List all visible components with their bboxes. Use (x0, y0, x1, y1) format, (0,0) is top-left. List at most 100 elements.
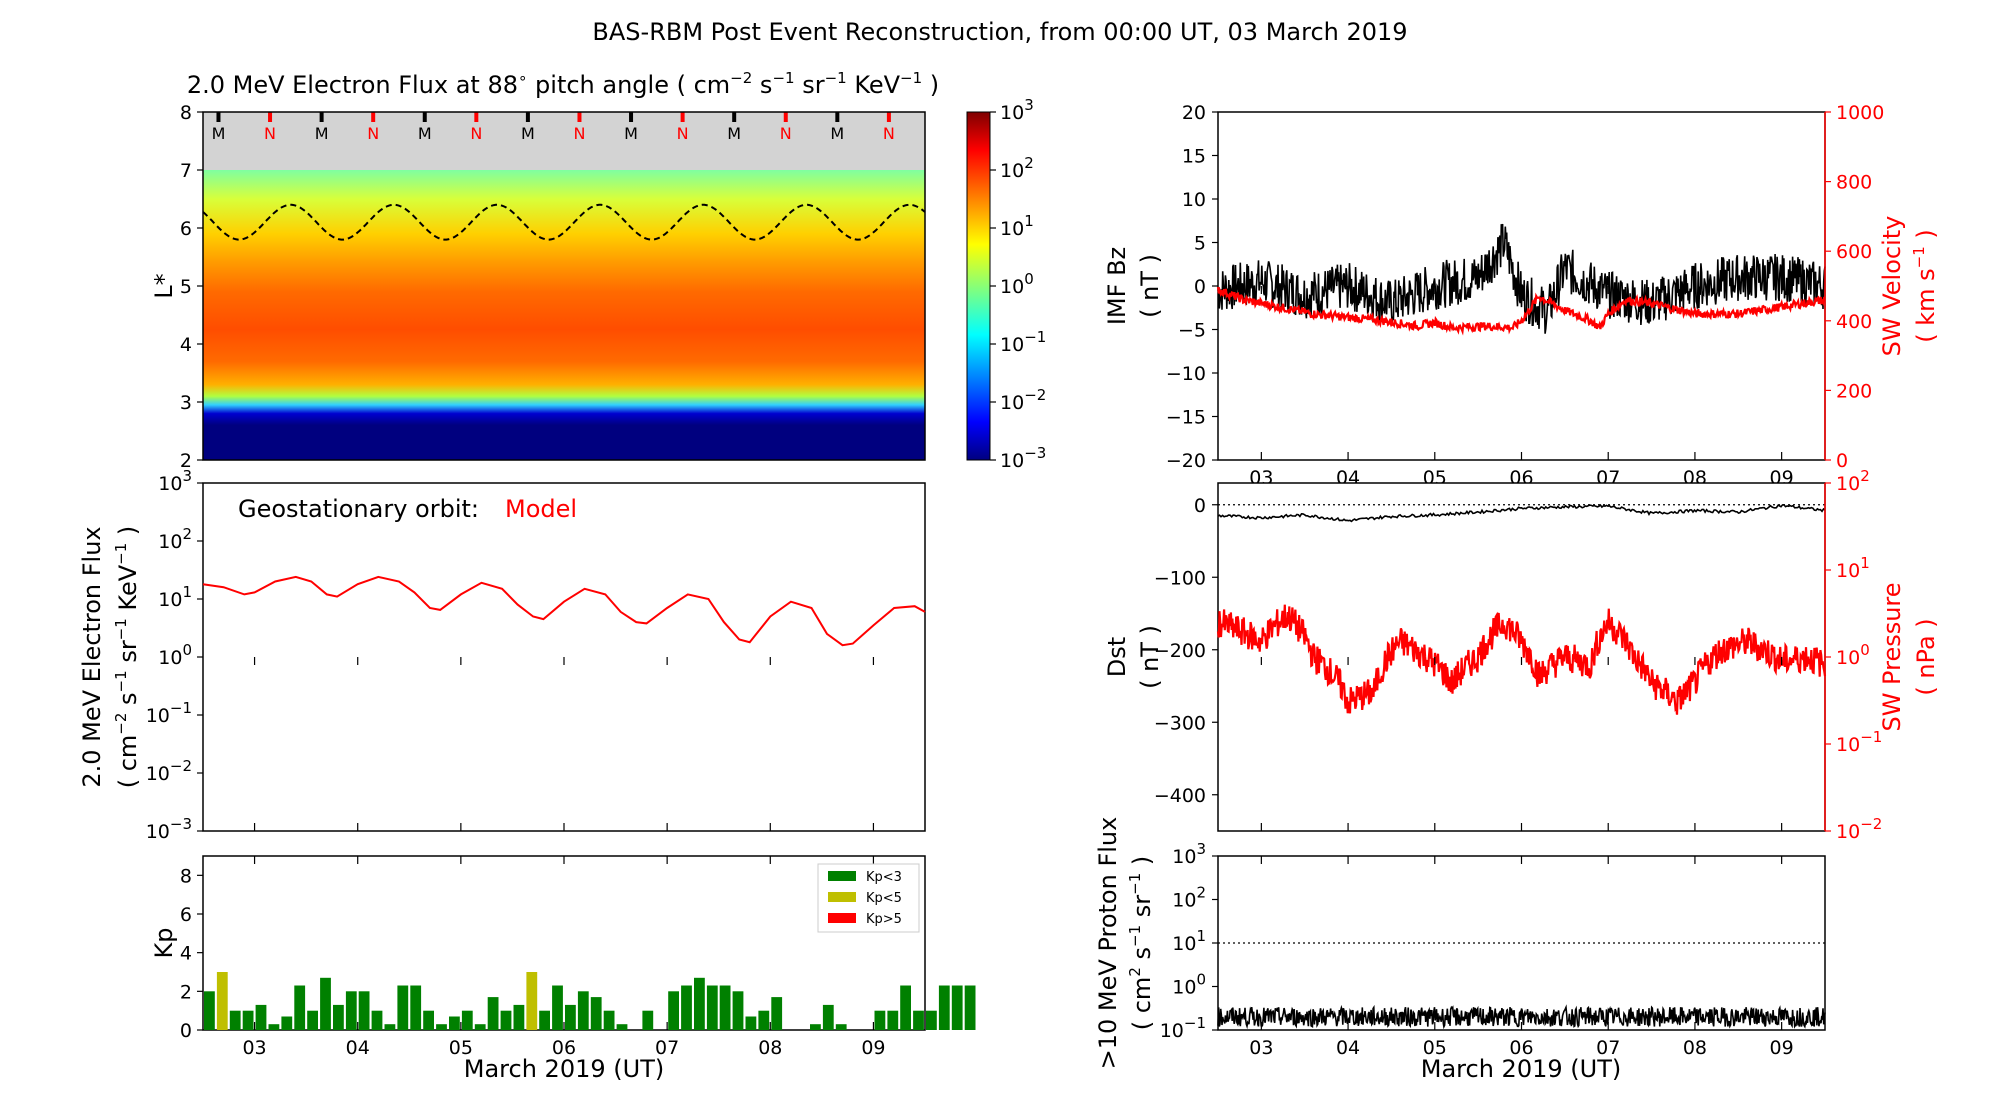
x-tick-label: 06 (552, 1037, 576, 1059)
kp-bar (436, 1024, 447, 1030)
kp-bar (410, 985, 422, 1030)
y-tick-label: 400 (1836, 311, 1872, 333)
x-tick-label: 09 (861, 1037, 885, 1059)
y-tick-label: 10−1 (1836, 728, 1882, 756)
kp-bar (487, 997, 499, 1030)
cb-tick-label: 10−1 (1000, 328, 1046, 356)
kp-bar (552, 985, 563, 1030)
kp-bars (204, 972, 976, 1030)
kp-bar (719, 985, 731, 1030)
pdyn-ylabel-line1: SW Pressure (1878, 582, 1906, 731)
kp-bar (694, 977, 705, 1030)
y-tick-label: 6 (180, 904, 192, 926)
x-tick-label: 05 (1423, 1037, 1447, 1059)
kp-bar (255, 1004, 267, 1030)
y-tick-label: 600 (1836, 241, 1872, 263)
geostationary-dashed-line (202, 203, 926, 241)
kp-bar (294, 985, 306, 1030)
y-tick-label: −400 (1154, 785, 1206, 807)
kp-bar (242, 1010, 254, 1030)
kp-bar (216, 972, 228, 1030)
kp-bar (874, 1010, 886, 1030)
kp-bar (526, 972, 538, 1030)
y-tick-label: 10−3 (146, 815, 192, 843)
mlt-marker-label: M (830, 124, 844, 143)
right-xlabel: March 2019 (UT) (1421, 1055, 1621, 1083)
kp-bar (384, 1024, 396, 1030)
kp-bar (900, 985, 911, 1030)
y-tick-label: 10−2 (146, 757, 192, 785)
mlt-marker-label: N (883, 124, 895, 143)
no-data-region (203, 112, 925, 170)
y-tick-label: −100 (1154, 567, 1206, 589)
y-tick-label: 3 (180, 392, 192, 414)
y-tick-label: 6 (180, 218, 192, 240)
kp-legend-swatch-gt5 (828, 913, 856, 923)
mlt-marker-label: M (624, 124, 638, 143)
x-tick-label: 03 (242, 1037, 266, 1059)
y-tick-label: 10 (1182, 189, 1206, 211)
y-tick-label: 102 (1836, 467, 1870, 495)
imf-bz-line (1217, 223, 1826, 334)
kp-bar (204, 991, 215, 1030)
y-tick-label: −15 (1166, 407, 1206, 429)
kp-bar (371, 1010, 383, 1030)
swv-ylabel-line2: ( km s−1 ) (1910, 229, 1940, 343)
geo-annotation-label: Geostationary orbit: (238, 495, 479, 523)
y-tick-label: 0 (1194, 276, 1206, 298)
x-tick-label: 09 (1770, 1037, 1794, 1059)
proton-ylabel-line2: ( cm2 s−1 sr−1 ) (1126, 856, 1156, 1031)
kp-x-ticks: 03 04 05 06 07 08 09 (242, 856, 886, 1059)
mlt-marker-label: M (521, 124, 535, 143)
kp-bar (358, 991, 370, 1030)
dst-ylabel-line2: ( nT ) (1136, 625, 1164, 689)
kp-legend-label-lt3: Kp<3 (866, 870, 902, 885)
mlt-marker-label: N (677, 124, 689, 143)
kp-bar (449, 1016, 460, 1030)
kp-bar (423, 1010, 434, 1030)
kp-bar (474, 1024, 486, 1030)
y-tick-label: 8 (180, 865, 192, 887)
kp-bar (539, 1010, 550, 1030)
kp-legend-swatch-lt5 (828, 892, 856, 902)
imf-ylabel-line1: IMF Bz (1103, 247, 1131, 325)
proton-y-ticks: 10−1 100 101 102 103 (1160, 840, 1218, 1042)
panel-geo-flux: 10−3 10−2 10−1 100 101 102 103 Geostationary o… (78, 467, 926, 843)
y-tick-label: 200 (1836, 380, 1872, 402)
kp-bar (706, 985, 718, 1030)
mlt-marker-label: N (780, 124, 792, 143)
y-tick-label: 0 (1194, 495, 1206, 517)
mlt-marker-label: N (470, 124, 482, 143)
kp-bar (603, 1010, 615, 1030)
x-tick-label: 06 (1509, 1037, 1533, 1059)
proton-ylabel-line1: >10 MeV Proton Flux (1094, 817, 1122, 1070)
x-tick-label: 04 (1336, 1037, 1360, 1059)
heatmap-image (203, 170, 925, 460)
kp-legend-swatch-lt3 (828, 871, 856, 881)
kp-y-ticks: 0 2 4 6 8 (180, 865, 203, 1042)
cb-tick-label: 103 (1000, 96, 1034, 124)
kp-bar (681, 985, 692, 1030)
kp-bar (835, 1024, 847, 1030)
kp-bar (822, 1004, 834, 1030)
geo-flux-ylabel-line1: 2.0 MeV Electron Flux (78, 526, 106, 787)
x-tick-label: 07 (1596, 1037, 1620, 1059)
dst-line (1217, 503, 1826, 523)
proton-flux-line (1217, 1004, 1826, 1030)
y-tick-label: 102 (1172, 884, 1206, 912)
y-tick-label: 101 (1172, 927, 1206, 955)
y-tick-label: 4 (180, 334, 192, 356)
geo-flux-ylabel-line2: ( cm−2 s−1 sr−1 KeV−1 ) (112, 526, 142, 789)
kp-ylabel: Kp (150, 928, 178, 959)
kp-bar (951, 985, 963, 1030)
x-tick-label: 07 (655, 1037, 679, 1059)
cb-tick-label: 100 (1000, 270, 1034, 298)
kp-bar (732, 991, 744, 1030)
kp-bar (590, 997, 602, 1030)
kp-legend: Kp<3 Kp<5 Kp>5 (817, 863, 920, 933)
sw-velocity-right-ticks: 0 200 400 600 800 1000 (1825, 102, 1884, 472)
y-tick-label: 103 (158, 467, 192, 495)
